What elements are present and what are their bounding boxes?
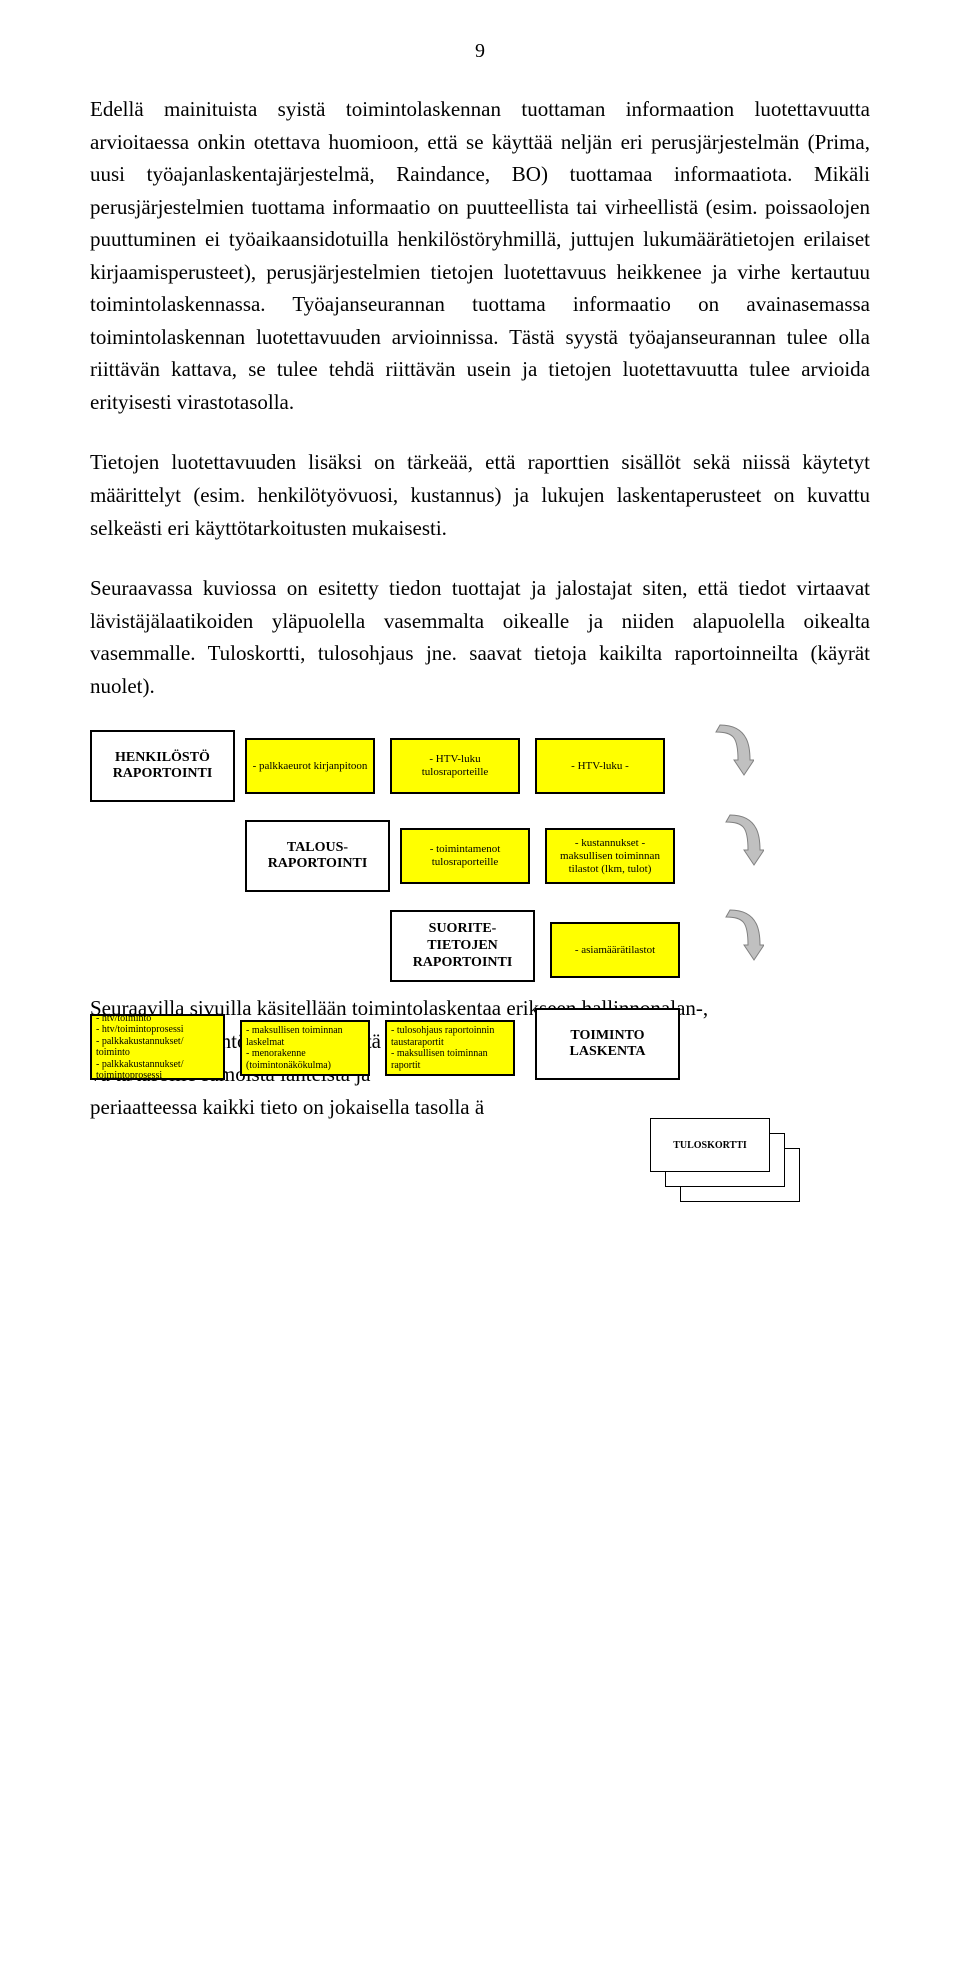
arrow-1 xyxy=(710,720,754,790)
paragraph-2: Tietojen luotettavuuden lisäksi on tärke… xyxy=(90,446,870,544)
box-henkilosto: HENKILÖSTÖ RAPORTOINTI xyxy=(90,730,235,802)
box-r2c2: - kustannukset - maksullisen toiminnan t… xyxy=(545,828,675,884)
box-suorite: SUORITE- TIETOJEN RAPORTOINTI xyxy=(390,910,535,982)
arrow-2 xyxy=(720,810,764,880)
box-r2c1: - toimintamenot tulosraporteille xyxy=(400,828,530,884)
box-r4l1: - htv/toiminto - htv/toimintoprosessi - … xyxy=(90,1014,225,1080)
box-talous: TALOUS- RAPORTOINTI xyxy=(245,820,390,892)
paragraph-3: Seuraavassa kuviossa on esitetty tiedon … xyxy=(90,572,870,702)
box-r1c1: - palkkaeurot kirjanpitoon xyxy=(245,738,375,794)
page-number: 9 xyxy=(90,40,870,63)
paragraph-1: Edellä mainituista syistä toimintolasken… xyxy=(90,93,870,418)
box-r4l3: - tulosohjaus raportoinnin taustaraporti… xyxy=(385,1020,515,1076)
box-r1c3: - HTV-luku - xyxy=(535,738,665,794)
box-toimintolaskenta: TOIMINTO LASKENTA xyxy=(535,1008,680,1080)
flow-diagram: HENKILÖSTÖ RAPORTOINTI - palkkaeurot kir… xyxy=(90,730,870,1270)
box-r1c2: - HTV-luku tulosraporteille xyxy=(390,738,520,794)
box-r3c1: - asiamäärätilastot xyxy=(550,922,680,978)
result-stack: TTS JA TA YM TULOSOHJAUS TULOSKORTTI xyxy=(650,1118,820,1228)
document-page: 9 Edellä mainituista syistä toimintolask… xyxy=(0,0,960,1310)
arrow-3 xyxy=(720,905,764,975)
box-r4l2: - maksullisen toiminnan laskelmat - meno… xyxy=(240,1020,370,1076)
card-1: TULOSKORTTI xyxy=(650,1118,770,1172)
